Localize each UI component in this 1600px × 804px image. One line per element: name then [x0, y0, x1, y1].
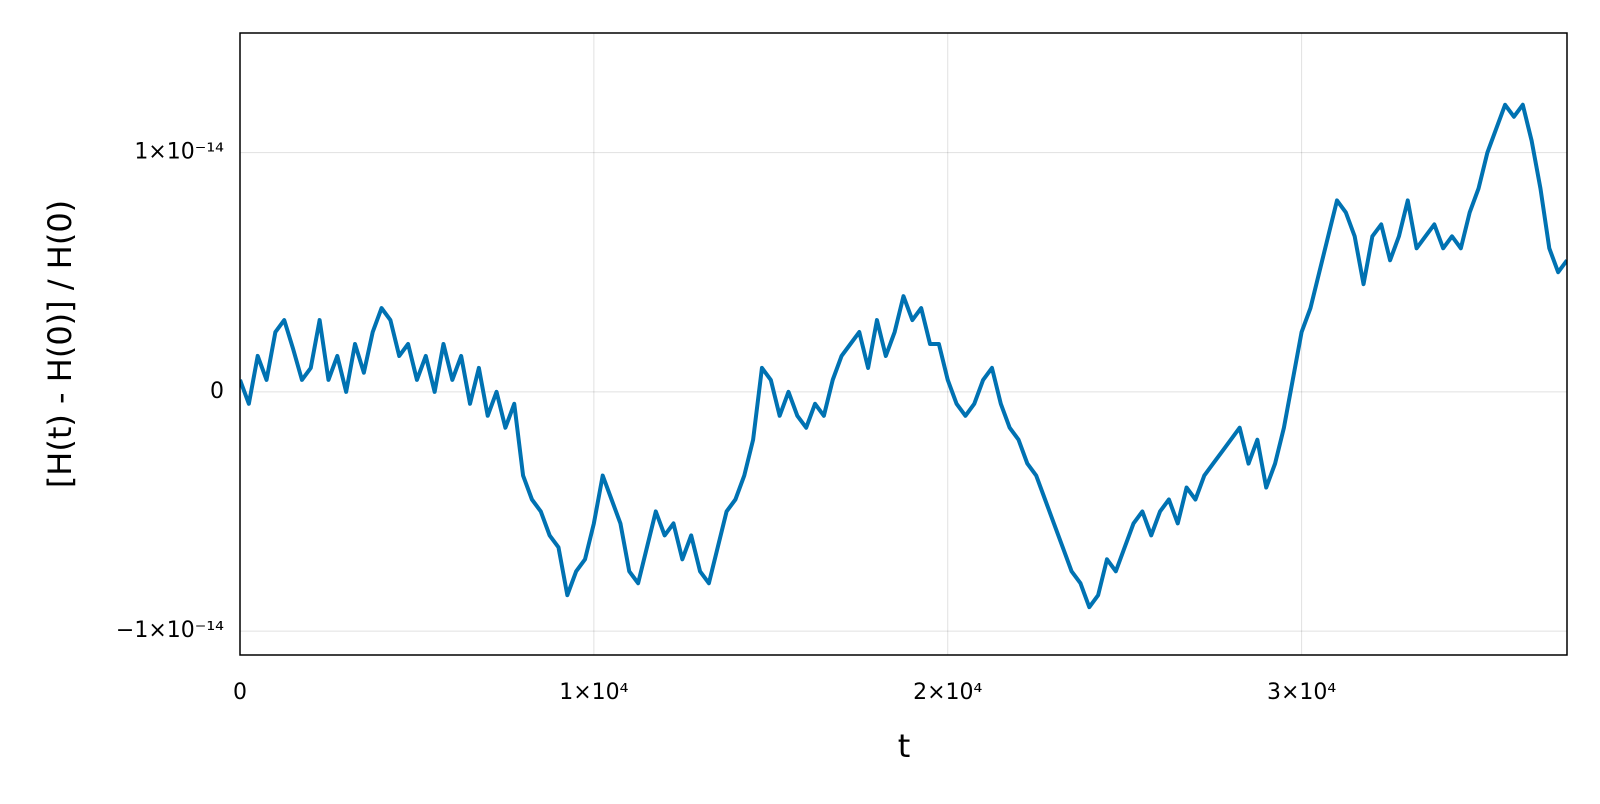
y-tick-label: −1×10⁻¹⁴: [116, 618, 224, 643]
x-tick-label: 1×10⁴: [559, 680, 628, 705]
y-tick-label: 1×10⁻¹⁴: [134, 140, 224, 165]
x-tick-label: 0: [233, 680, 247, 705]
x-axis-title: t: [898, 727, 911, 765]
plot-frame: [239, 32, 1568, 656]
y-axis-title: [H(t) - H(0)] / H(0): [41, 200, 79, 488]
y-tick-label: 0: [210, 379, 224, 404]
x-tick-label: 3×10⁴: [1267, 680, 1336, 705]
x-tick-label: 2×10⁴: [913, 680, 982, 705]
data-line: [240, 102, 1567, 610]
